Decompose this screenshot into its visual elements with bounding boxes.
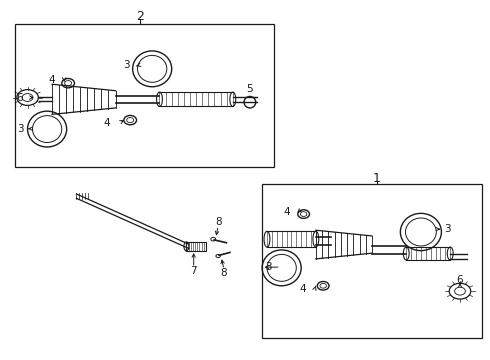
Text: 4: 4 [299, 284, 306, 294]
Text: 6: 6 [16, 93, 23, 103]
Bar [262, 184, 482, 338]
Text: 7: 7 [191, 266, 197, 276]
Text: 3: 3 [17, 124, 24, 134]
Text: 3: 3 [265, 262, 272, 272]
Text: 3: 3 [123, 60, 130, 70]
Text: 2: 2 [136, 10, 144, 23]
Text: 4: 4 [49, 75, 55, 85]
Text: 8: 8 [220, 268, 227, 278]
Text: 4: 4 [283, 207, 290, 217]
Bar [15, 24, 274, 167]
Text: 8: 8 [215, 217, 221, 227]
Text: 6: 6 [457, 275, 464, 285]
Text: 1: 1 [373, 172, 381, 185]
Bar [186, 242, 206, 251]
Text: 5: 5 [246, 84, 253, 94]
Text: 3: 3 [444, 224, 451, 234]
Text: 4: 4 [104, 118, 111, 128]
